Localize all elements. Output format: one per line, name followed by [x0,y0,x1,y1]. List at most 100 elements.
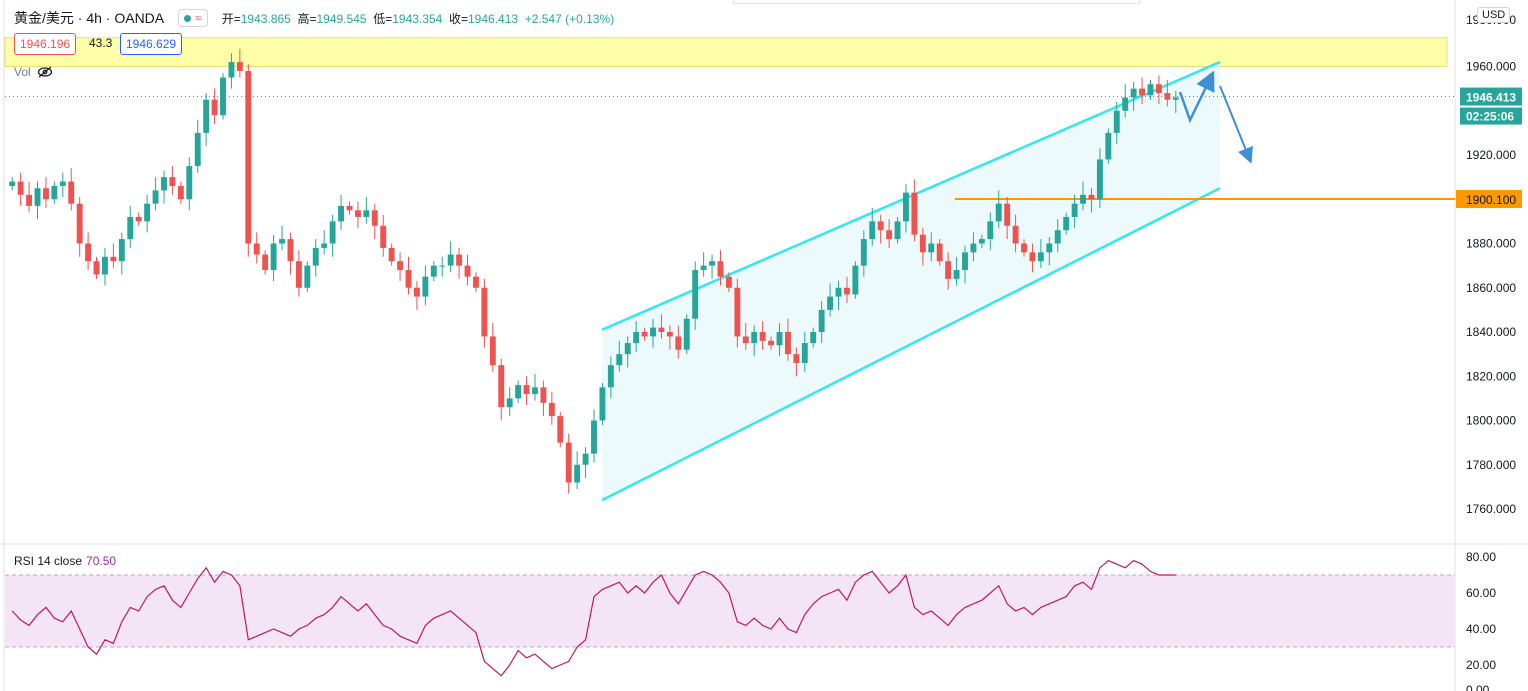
candle-body [1113,110,1120,133]
candle-body [886,230,893,240]
candle-body [1164,93,1171,100]
candle-body [152,190,159,204]
channel-lower-line [601,187,1221,502]
price-tick-label: 1800.000 [1466,414,1516,428]
candle-body [354,210,361,217]
candle-body [776,332,783,346]
candle-body [1021,243,1027,253]
candle-body [295,261,302,288]
rsi-value: 70.50 [86,554,117,568]
candle-body [1063,216,1070,231]
rsi-line [11,559,1176,677]
candle-body [877,221,884,231]
market-status[interactable]: ≈ [178,9,208,27]
candle-body [962,252,968,271]
candle-body [700,265,707,271]
candle-body [329,221,336,244]
candle-body [1029,252,1036,262]
sell-price-button[interactable]: 1946.196 [14,33,77,55]
candle-body [751,332,758,344]
candle-body [1054,230,1061,244]
candle-body [1071,203,1078,217]
candle-body [118,239,125,262]
legend-header: 黄金/美元 · 4h · OANDA ≈ 开=1943.865 高=1949.5… [14,8,614,28]
candle-body [894,221,901,240]
price-tick-label: 1960.000 [1466,60,1516,74]
candle-body [380,225,387,248]
eye-hidden-icon[interactable] [37,66,53,78]
candle-body [978,239,985,244]
candle-body [827,296,834,310]
support-badge [1456,190,1522,209]
symbol-title[interactable]: 黄金/美元 · 4h · OANDA [14,10,165,26]
candle-body [591,420,597,454]
candle-body [515,385,522,399]
candle-body [1096,159,1103,200]
candle-body [793,354,800,363]
green-dot-icon [184,14,192,22]
candle-body [843,287,850,295]
candle-body [287,239,294,262]
buy-price-button[interactable]: 1946.629 [120,33,183,55]
candle-body [810,332,817,344]
candle-body [616,354,623,366]
candle-body [262,254,269,271]
candle-body [641,332,648,337]
candle-body [127,216,134,240]
candle-body [388,247,395,262]
candle-body [1122,97,1129,111]
candle-body [633,332,640,344]
resistance-zone [4,37,1448,67]
rsi-band [5,575,1455,647]
forecast-arrow-up [1178,70,1215,124]
candle-body [498,365,505,408]
rsi-tick-label: 80.00 [1466,550,1496,564]
candle-body [903,192,909,222]
candle-body [245,70,252,244]
candle-body [363,210,370,217]
candle-body [835,287,842,297]
candle-body [725,276,732,288]
price-tick-label: 1840.000 [1466,325,1516,339]
candle-body [489,336,496,366]
currency-button[interactable]: USD [1477,7,1511,23]
spread-value: 43.3 [89,36,113,50]
candle-body [742,336,749,344]
candle-body [228,62,235,78]
candle-body [144,203,151,222]
candle-body [1155,84,1162,94]
candle-body [734,287,741,337]
candle-body [599,387,606,421]
candle-body [1080,194,1086,204]
candle-body [464,265,471,277]
candle-body [928,243,935,253]
close-value: 1946.413 [468,11,519,26]
candle-body [1004,203,1011,226]
price-tick-label: 1920.000 [1466,148,1516,162]
candle-body [995,203,1002,222]
ohlc-values: 开=1943.865 高=1949.545 低=1943.354 收=1946.… [221,11,615,26]
candle-body [801,343,808,363]
rsi-label: RSI 14 close [14,554,83,568]
rsi-legend: RSI 14 close 70.50 [14,554,116,568]
candle-body [692,270,699,319]
candle-body [1139,88,1146,96]
candle-body [1105,132,1112,160]
candle-body [253,243,260,255]
candle-body [911,192,918,235]
candle-body [371,210,378,226]
candle-body [506,398,513,408]
candle-body [548,402,555,417]
price-tick-label: 1780.000 [1466,458,1516,472]
candle-body [523,385,530,394]
candle-body [582,453,589,465]
candle-body [473,276,479,288]
candle-body [818,309,825,332]
candle-body [405,270,412,288]
candle-body [768,340,775,346]
candle-body [650,327,656,337]
candles [9,48,1179,494]
candle-body [1088,194,1095,200]
candle-body [186,166,193,200]
